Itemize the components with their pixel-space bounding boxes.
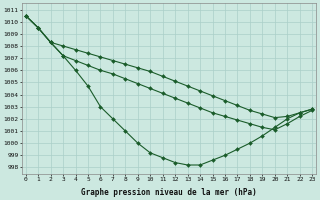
X-axis label: Graphe pression niveau de la mer (hPa): Graphe pression niveau de la mer (hPa) — [81, 188, 257, 197]
